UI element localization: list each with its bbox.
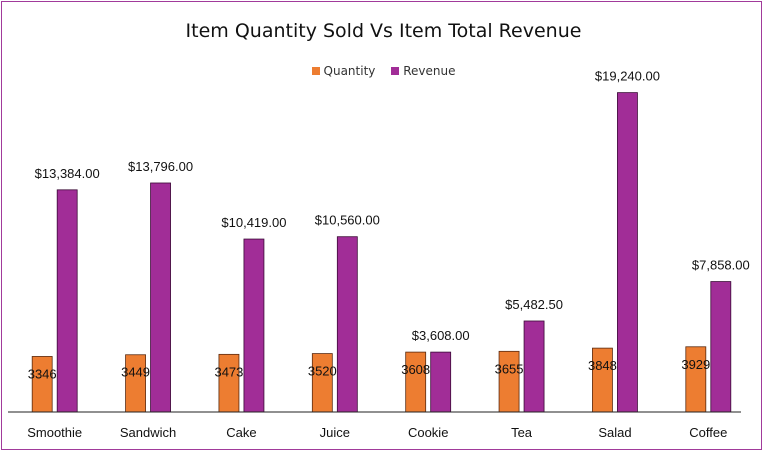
legend-label-revenue: Revenue [403, 64, 456, 78]
data-label-revenue-sandwich: $13,796.00 [128, 159, 193, 174]
data-label-quantity-cake: 3473 [214, 364, 243, 379]
data-label-revenue-cookie: $3,608.00 [412, 328, 470, 343]
bar-revenue-coffee [710, 281, 732, 413]
x-tick-label-tea: Tea [511, 425, 533, 440]
data-label-quantity-coffee: 3929 [681, 357, 710, 372]
data-label-revenue-coffee: $7,858.00 [692, 258, 750, 273]
x-tick-label-coffee: Coffee [689, 425, 727, 440]
data-label-revenue-tea: $5,482.50 [505, 297, 563, 312]
data-label-quantity-sandwich: 3449 [121, 365, 150, 380]
bar-quantity-smoothie [31, 356, 53, 413]
x-tick-label-cookie: Cookie [408, 425, 448, 440]
data-label-quantity-cookie: 3608 [401, 362, 430, 377]
x-tick-label-salad: Salad [598, 425, 631, 440]
bar-quantity-cookie [405, 351, 427, 413]
bar-revenue-smoothie [56, 189, 78, 413]
bar-revenue-salad [617, 92, 638, 413]
data-label-revenue-salad: $19,240.00 [595, 69, 660, 84]
data-label-quantity-smoothie: 3346 [28, 366, 57, 381]
x-tick-label-sandwich: Sandwich [120, 425, 176, 440]
data-label-revenue-smoothie: $13,384.00 [35, 166, 100, 181]
legend-swatch-revenue [391, 67, 400, 75]
legend-label-quantity: Quantity [323, 64, 376, 78]
bar-revenue-cookie [430, 351, 452, 413]
x-tick-label-juice: Juice [320, 425, 350, 440]
legend-swatch-quantity [311, 67, 320, 75]
bar-revenue-juice [336, 236, 358, 413]
legend: Quantity Revenue [2, 64, 765, 78]
data-label-revenue-cake: $10,419.00 [221, 215, 286, 230]
bar-revenue-tea [523, 320, 545, 413]
data-label-revenue-juice: $10,560.00 [315, 213, 380, 228]
bar-revenue-sandwich [150, 182, 171, 413]
bar-quantity-cake [218, 353, 240, 413]
chart-title: Item Quantity Sold Vs Item Total Revenue [185, 20, 582, 42]
data-label-quantity-salad: 3848 [588, 358, 617, 373]
x-tick-label-cake: Cake [226, 425, 256, 440]
data-label-quantity-juice: 3520 [308, 364, 337, 379]
bar-revenue-cake [243, 238, 265, 413]
data-label-quantity-tea: 3655 [495, 361, 524, 376]
legend-item-revenue: Revenue [391, 64, 455, 78]
x-tick-label-smoothie: Smoothie [27, 425, 82, 440]
bar-quantity-sandwich [125, 354, 146, 413]
bar-quantity-juice [311, 353, 333, 413]
legend-item-quantity: Quantity [311, 64, 376, 78]
